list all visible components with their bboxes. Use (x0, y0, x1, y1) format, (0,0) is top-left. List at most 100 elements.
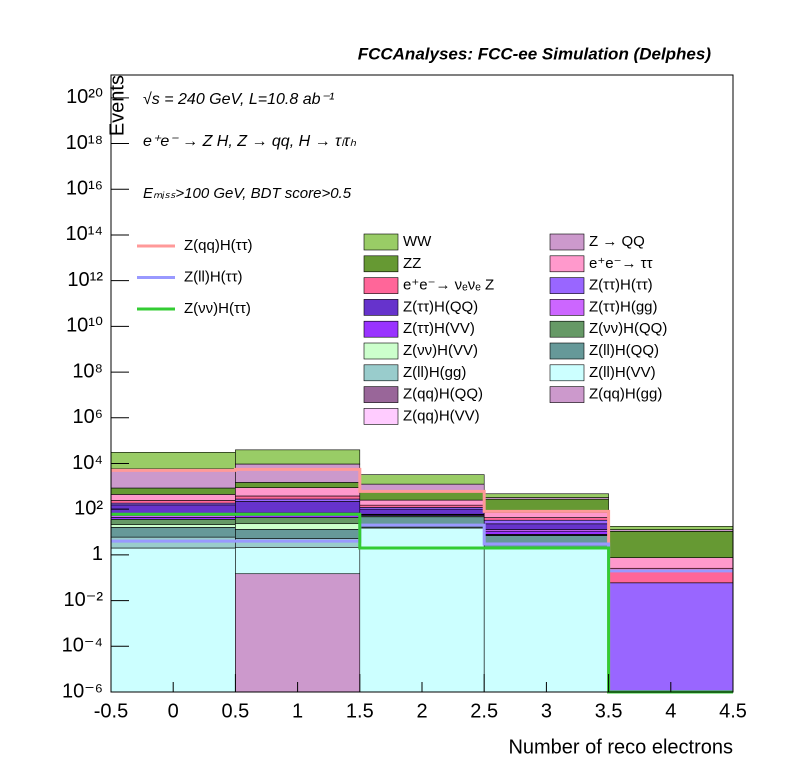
bar (608, 526, 734, 530)
bar (235, 482, 361, 488)
x-tick-label: 3.5 (595, 700, 623, 722)
chart-title: FCCAnalyses: FCC-ee Simulation (Delphes) (358, 44, 712, 63)
legend-label: Z(ττ)H(QQ) (403, 298, 478, 315)
bar (110, 500, 236, 504)
bar (608, 582, 734, 693)
bar (110, 487, 236, 495)
legend-swatch (363, 342, 399, 360)
x-tick-label: 2.5 (470, 700, 498, 722)
legend-swatch (549, 342, 585, 360)
legend-label: Z(νν)H(QQ) (589, 320, 667, 337)
bar (483, 517, 609, 521)
bar (235, 498, 361, 502)
bar (110, 519, 236, 525)
annotation: e⁺e⁻ → Z H, Z → qq, H → τₗτₕ (143, 133, 357, 150)
bar (235, 546, 361, 575)
bar (110, 524, 236, 528)
legend-swatch (549, 299, 585, 316)
legend-swatch (549, 320, 585, 338)
bar (359, 483, 485, 491)
legend-label: Z(νν)H(ττ) (184, 300, 251, 317)
legend-label: e⁺e⁻→ ττ (589, 255, 653, 272)
bar (235, 449, 361, 465)
y-tick-label: 10²⁰ (66, 86, 103, 108)
legend-swatch (363, 233, 399, 251)
bar (110, 494, 236, 501)
legend-swatch (363, 255, 399, 273)
x-tick-label: 0 (168, 700, 179, 722)
legend-swatch (363, 320, 399, 338)
x-tick-label: 0.5 (221, 700, 249, 722)
x-tick-label: 4.5 (719, 700, 747, 722)
legend-label: Z(νν)H(VV) (403, 342, 478, 359)
bar (235, 529, 361, 539)
y-tick-label: 10¹⁸ (66, 132, 103, 154)
x-tick-label: -0.5 (94, 700, 128, 722)
y-tick-label: 10¹⁰ (66, 315, 103, 337)
legend-label: WW (403, 233, 432, 250)
y-tick-label: 10¹² (67, 269, 103, 291)
bar (235, 495, 361, 500)
bar (483, 523, 609, 530)
legend-swatch (549, 386, 585, 403)
y-tick-label: 10⁻² (64, 589, 104, 611)
annotation: √s = 240 GeV, L=10.8 ab⁻¹ (143, 91, 334, 108)
legend-swatch (549, 277, 585, 294)
bar (110, 547, 236, 693)
bar (359, 474, 485, 485)
legend-swatch (363, 386, 399, 403)
y-tick-label: 10¹⁶ (66, 178, 103, 200)
legend-label: Z(ll)H(VV) (589, 364, 656, 381)
bar (483, 519, 609, 525)
bar (235, 463, 361, 483)
annotation: Eₘᵢₛₛ>100 GeV, BDT score>0.5 (143, 185, 352, 202)
bar (359, 499, 485, 506)
bar (483, 547, 609, 693)
y-tick-label: 10⁻⁴ (62, 635, 103, 657)
legend-label: Z(qq)H(ττ) (184, 237, 253, 254)
legend-label: Z(ll)H(gg) (403, 364, 466, 381)
x-tick-label: 2 (416, 700, 427, 722)
bar (483, 493, 609, 498)
legend-label: Z(ττ)H(ττ) (589, 277, 653, 294)
legend-label: e⁺e⁻→ νₑνₑ Z (403, 277, 494, 294)
y-tick-label: 10⁸ (72, 360, 103, 382)
legend-swatch (363, 364, 399, 382)
bar (235, 501, 361, 514)
x-tick-label: 1.5 (346, 700, 374, 722)
legend-label: ZZ (403, 255, 421, 272)
y-tick-label: 10¹⁴ (66, 223, 104, 245)
y-tick-label: 10⁻⁶ (62, 680, 103, 702)
bar (359, 504, 485, 508)
bar (235, 573, 361, 693)
legend-swatch (363, 408, 399, 425)
legend-label: Z(qq)H(gg) (589, 386, 662, 403)
legend-label: Z(ll)H(ττ) (184, 268, 243, 285)
y-tick-label: 10⁴ (72, 452, 103, 474)
bar (235, 523, 361, 530)
bar (608, 531, 734, 558)
bar (359, 527, 485, 693)
legend-label: Z(ll)H(QQ) (589, 342, 659, 359)
bar (235, 517, 361, 525)
x-tick-label: 1 (292, 700, 303, 722)
legend-swatch (549, 233, 585, 251)
legend-label: Z(qq)H(QQ) (403, 386, 483, 403)
bar (110, 452, 236, 470)
legend-label: Z(ττ)H(VV) (403, 320, 475, 337)
legend-label: Z(qq)H(VV) (403, 407, 480, 424)
y-tick-label: 10² (74, 497, 103, 519)
bar (483, 530, 609, 535)
x-axis-label: Number of reco electrons (508, 736, 733, 758)
x-tick-label: 3 (541, 700, 552, 722)
legend-label: Z(ττ)H(gg) (589, 298, 658, 315)
legend-swatch (363, 299, 399, 316)
signal-line (111, 512, 733, 694)
bar (235, 487, 361, 497)
legend-swatch (363, 277, 399, 294)
y-tick-label: 10⁶ (73, 406, 103, 428)
legend-swatch (549, 255, 585, 273)
y-axis-label: Events (106, 75, 128, 136)
x-tick-label: 4 (665, 700, 676, 722)
